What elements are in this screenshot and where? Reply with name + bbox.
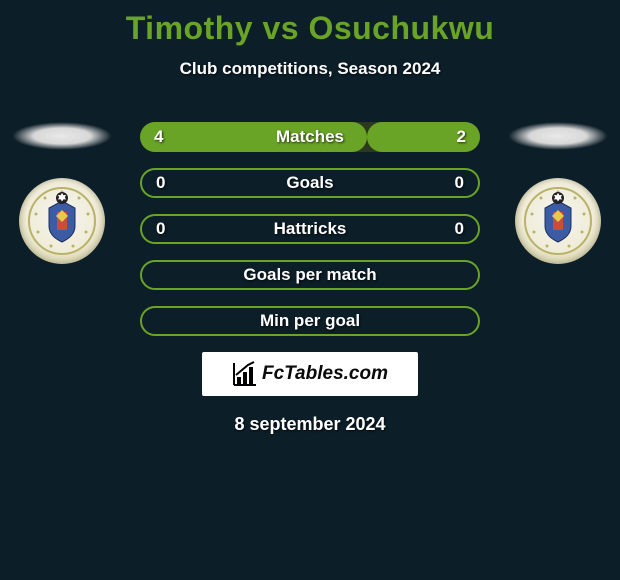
stat-row-goals: 0 Goals 0 [140, 168, 480, 198]
crest-icon [523, 186, 593, 256]
chart-icon [232, 361, 258, 387]
player-left-badge [12, 122, 112, 264]
stat-label: Goals per match [243, 265, 376, 285]
club-crest-right [515, 178, 601, 264]
stat-left-value: 4 [154, 127, 163, 147]
brand-link[interactable]: FcTables.com [202, 352, 418, 396]
brand-text: FcTables.com [262, 363, 388, 385]
stat-right-value: 0 [455, 219, 464, 239]
club-crest-left [19, 178, 105, 264]
stat-row-gpm: Goals per match [140, 260, 480, 290]
player-right-badge [508, 122, 608, 264]
crest-icon [27, 186, 97, 256]
page-subtitle: Club competitions, Season 2024 [0, 59, 620, 79]
stat-row-hattricks: 0 Hattricks 0 [140, 214, 480, 244]
stat-row-mpg: Min per goal [140, 306, 480, 336]
player-left-placeholder [12, 122, 112, 150]
player-right-placeholder [508, 122, 608, 150]
stat-label: Matches [140, 127, 480, 147]
stat-label: Goals [142, 173, 478, 193]
stat-label: Hattricks [142, 219, 478, 239]
stat-left-value: 0 [156, 173, 165, 193]
stat-label: Min per goal [260, 311, 360, 331]
stat-left-value: 0 [156, 219, 165, 239]
stats-container: 4 Matches 2 0 Goals 0 0 Hattricks 0 Goal… [140, 122, 480, 435]
footer-date: 8 september 2024 [140, 414, 480, 435]
stat-right-value: 2 [457, 127, 466, 147]
stat-right-value: 0 [455, 173, 464, 193]
stat-row-matches: 4 Matches 2 [140, 122, 480, 152]
page-title: Timothy vs Osuchukwu [0, 0, 620, 47]
